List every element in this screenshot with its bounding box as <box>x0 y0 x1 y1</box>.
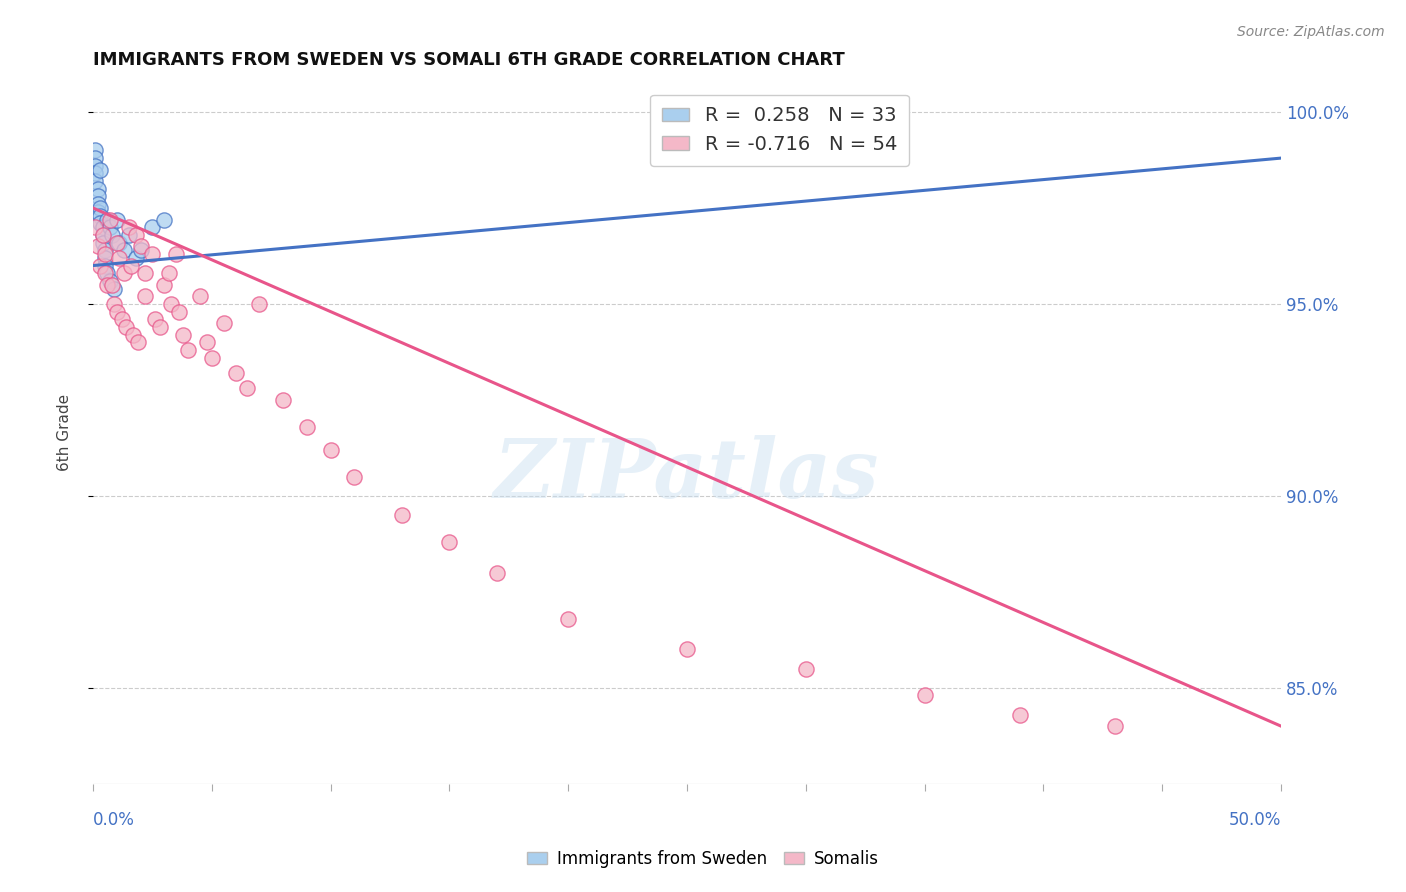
Point <box>108 235 131 250</box>
Point <box>98 220 121 235</box>
Point <box>94 266 117 280</box>
Point <box>343 469 366 483</box>
Point <box>91 227 114 242</box>
Point <box>225 366 247 380</box>
Point <box>96 277 118 292</box>
Point <box>91 227 114 242</box>
Text: ZIPatlas: ZIPatlas <box>495 434 880 515</box>
Point <box>141 247 163 261</box>
Point <box>165 247 187 261</box>
Point <box>127 335 149 350</box>
Text: 0.0%: 0.0% <box>93 811 135 829</box>
Point <box>794 661 817 675</box>
Point <box>112 266 135 280</box>
Point <box>122 327 145 342</box>
Point <box>212 316 235 330</box>
Point <box>89 209 111 223</box>
Point <box>177 343 200 357</box>
Point <box>105 212 128 227</box>
Point <box>271 392 294 407</box>
Point <box>319 442 342 457</box>
Point <box>96 266 118 280</box>
Point <box>91 235 114 250</box>
Point <box>236 381 259 395</box>
Text: Source: ZipAtlas.com: Source: ZipAtlas.com <box>1237 25 1385 39</box>
Point <box>143 312 166 326</box>
Point <box>94 259 117 273</box>
Point <box>485 566 508 580</box>
Point <box>118 220 141 235</box>
Point <box>101 277 124 292</box>
Point <box>1104 719 1126 733</box>
Y-axis label: 6th Grade: 6th Grade <box>58 394 72 471</box>
Point <box>134 289 156 303</box>
Point <box>141 220 163 235</box>
Point <box>87 189 110 203</box>
Point <box>98 274 121 288</box>
Point <box>94 247 117 261</box>
Point <box>108 251 131 265</box>
Point <box>157 266 180 280</box>
Point <box>129 239 152 253</box>
Point <box>84 174 107 188</box>
Legend: Immigrants from Sweden, Somalis: Immigrants from Sweden, Somalis <box>520 844 886 875</box>
Point <box>112 244 135 258</box>
Point <box>129 244 152 258</box>
Point <box>105 235 128 250</box>
Point <box>557 612 579 626</box>
Point <box>87 239 110 253</box>
Point <box>188 289 211 303</box>
Point <box>148 320 170 334</box>
Point <box>84 166 107 180</box>
Point <box>153 277 176 292</box>
Point <box>391 508 413 522</box>
Point <box>134 266 156 280</box>
Point <box>94 244 117 258</box>
Point <box>89 216 111 230</box>
Point <box>295 419 318 434</box>
Point <box>96 212 118 227</box>
Point <box>87 204 110 219</box>
Text: IMMIGRANTS FROM SWEDEN VS SOMALI 6TH GRADE CORRELATION CHART: IMMIGRANTS FROM SWEDEN VS SOMALI 6TH GRA… <box>93 51 845 69</box>
Point <box>118 227 141 242</box>
Point <box>84 220 107 235</box>
Point <box>98 212 121 227</box>
Point <box>103 282 125 296</box>
Point <box>195 335 218 350</box>
Point <box>115 320 138 334</box>
Point <box>89 259 111 273</box>
Point <box>1008 707 1031 722</box>
Point <box>201 351 224 365</box>
Point <box>120 259 142 273</box>
Point <box>103 297 125 311</box>
Point <box>153 212 176 227</box>
Point <box>89 201 111 215</box>
Point <box>84 159 107 173</box>
Point <box>160 297 183 311</box>
Point <box>87 197 110 211</box>
Point <box>84 144 107 158</box>
Point <box>439 534 461 549</box>
Point <box>172 327 194 342</box>
Point <box>914 689 936 703</box>
Point <box>105 304 128 318</box>
Point <box>87 182 110 196</box>
Point <box>84 151 107 165</box>
Point <box>676 642 699 657</box>
Point <box>125 251 148 265</box>
Point <box>91 220 114 235</box>
Point <box>94 251 117 265</box>
Point <box>247 297 270 311</box>
Point <box>89 162 111 177</box>
Point <box>125 227 148 242</box>
Text: 50.0%: 50.0% <box>1229 811 1281 829</box>
Point <box>101 227 124 242</box>
Legend: R =  0.258   N = 33, R = -0.716   N = 54: R = 0.258 N = 33, R = -0.716 N = 54 <box>651 95 908 166</box>
Point <box>110 312 132 326</box>
Point <box>167 304 190 318</box>
